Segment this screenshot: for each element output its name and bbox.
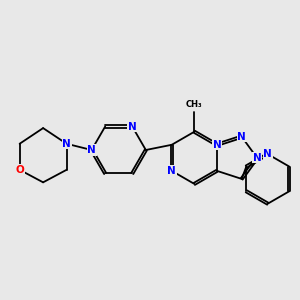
Text: N: N — [237, 132, 246, 142]
Text: O: O — [15, 165, 24, 175]
Text: N: N — [263, 149, 272, 159]
Text: N: N — [87, 145, 96, 155]
Text: N: N — [253, 153, 261, 163]
Text: N: N — [128, 122, 136, 131]
Text: N: N — [212, 140, 221, 150]
Text: N: N — [62, 139, 71, 149]
Text: N: N — [167, 166, 176, 176]
Text: CH₃: CH₃ — [186, 100, 202, 109]
